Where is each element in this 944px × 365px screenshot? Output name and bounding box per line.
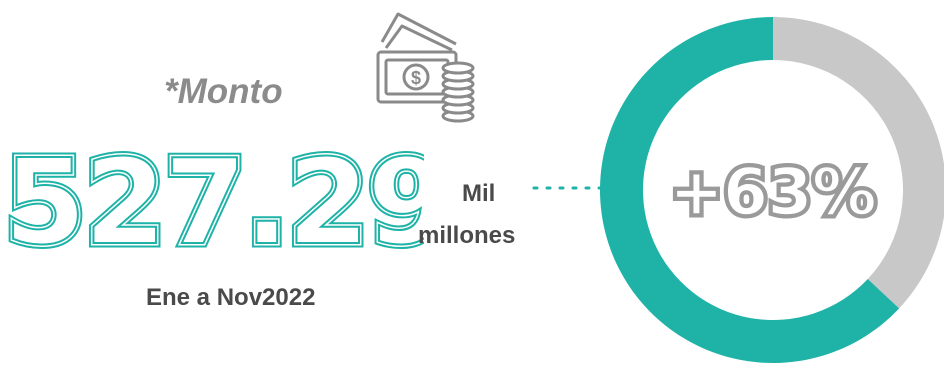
amount-label: *Monto bbox=[164, 72, 283, 111]
percent-label-outline: +63% bbox=[670, 156, 877, 230]
percent-label: +63% bbox=[670, 156, 877, 230]
unit-label-line-1: Mil bbox=[462, 180, 496, 207]
donut-slice-main bbox=[600, 17, 900, 363]
svg-text:$: $ bbox=[411, 68, 421, 88]
amount-value-text: 527.293 bbox=[4, 145, 424, 249]
amount-value-text-inner: 527.293 bbox=[4, 145, 424, 249]
unit-label-line-2: millones bbox=[418, 222, 516, 249]
money-icon: $ bbox=[376, 12, 475, 123]
amount-value: 527.293 527.293 527.293 bbox=[4, 145, 424, 249]
donut-slice-remainder bbox=[773, 17, 944, 309]
amount-value-text-core: 527.293 bbox=[4, 145, 424, 249]
donut-chart: +63% +63% bbox=[600, 17, 944, 363]
dotted-connector bbox=[532, 186, 602, 190]
period-label: Ene a Nov2022 bbox=[146, 284, 316, 311]
